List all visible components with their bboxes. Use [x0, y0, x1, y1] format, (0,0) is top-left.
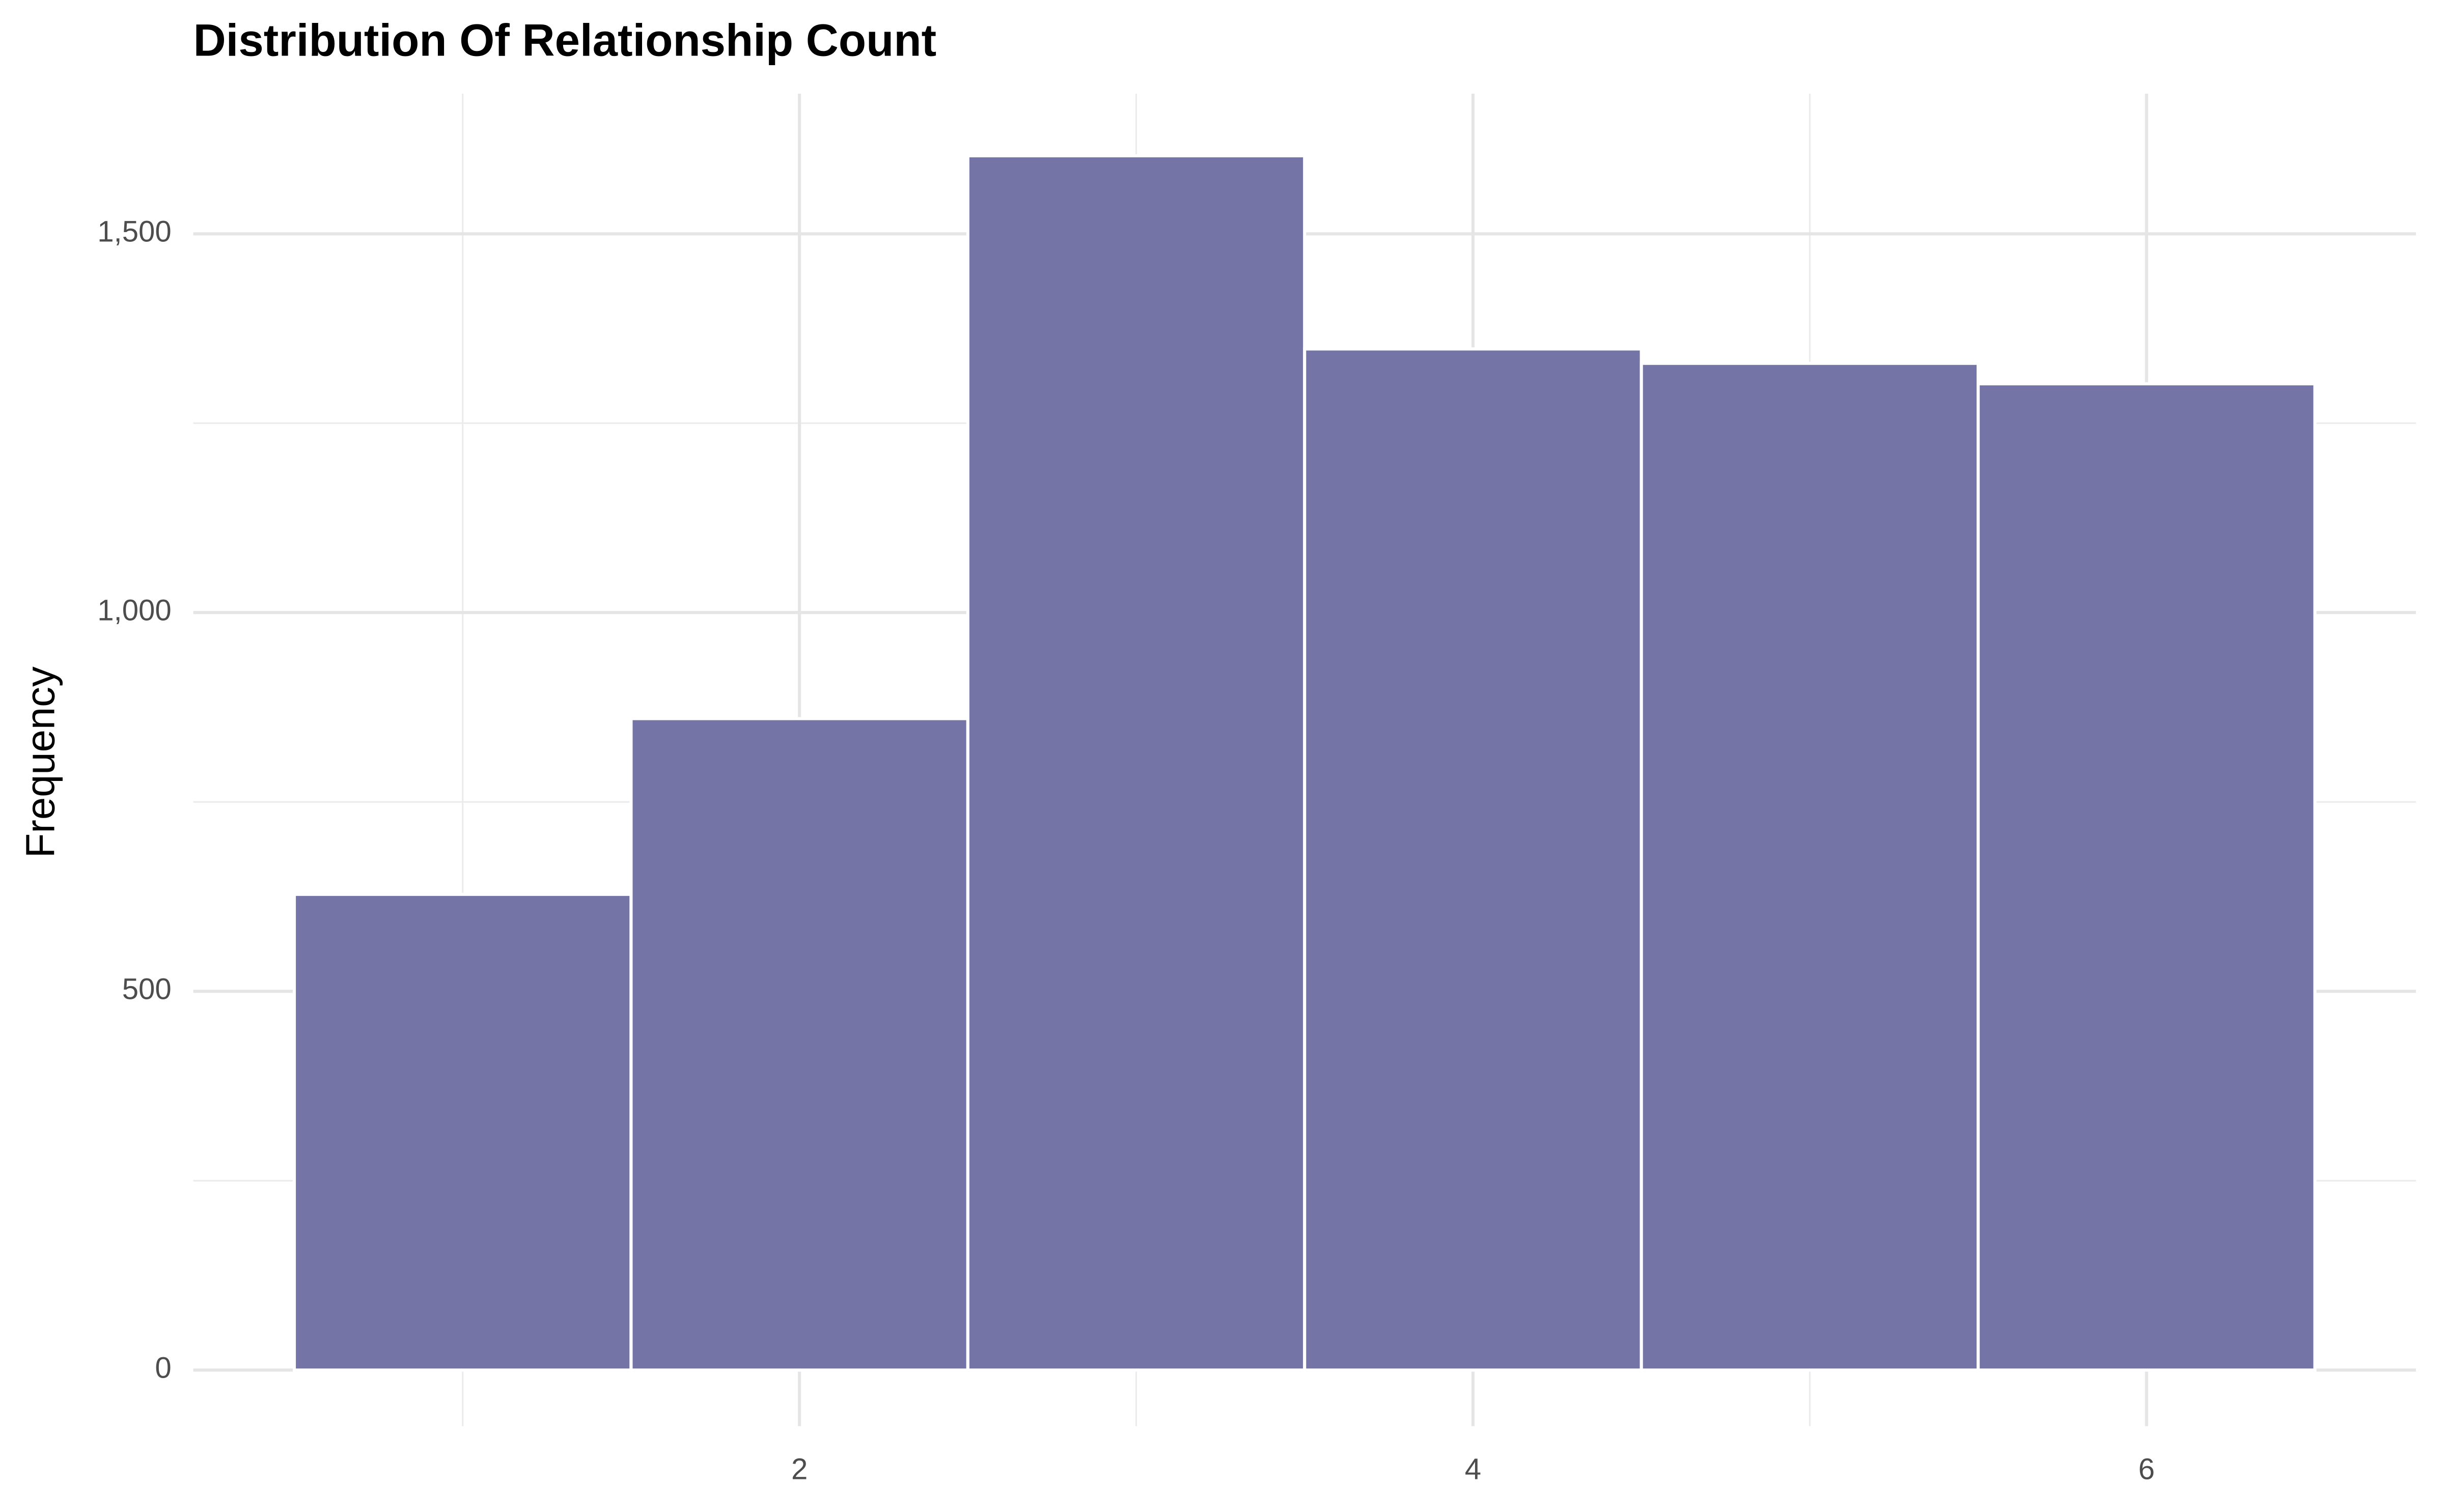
- bar: [292, 892, 633, 1372]
- y-tick-label: 500: [122, 973, 172, 1006]
- x-tick-label: 2: [791, 1452, 808, 1486]
- y-tick-label: 1,500: [97, 215, 172, 248]
- bar: [966, 154, 1307, 1372]
- y-tick-label: 1,000: [97, 594, 172, 627]
- bar: [1303, 347, 1643, 1372]
- bar: [1640, 361, 1980, 1372]
- bar: [629, 717, 969, 1372]
- bar: [1977, 382, 2317, 1372]
- x-tick-label: 4: [1465, 1452, 1481, 1486]
- chart-title: Distribution Of Relationship Count: [193, 15, 937, 65]
- y-tick-label: 0: [155, 1352, 171, 1385]
- y-axis-title: Frequency: [18, 666, 63, 858]
- x-tick-label: 6: [2138, 1452, 2155, 1486]
